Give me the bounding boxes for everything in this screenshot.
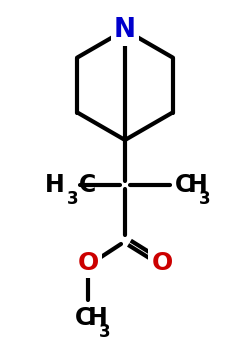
Text: C: C	[175, 173, 192, 197]
Text: H: H	[188, 173, 208, 197]
Text: 3: 3	[67, 190, 78, 208]
Text: O: O	[152, 251, 172, 275]
Text: 3: 3	[99, 323, 110, 341]
Text: N: N	[114, 17, 136, 43]
Text: H: H	[88, 306, 108, 330]
Text: O: O	[78, 251, 98, 275]
Text: C: C	[75, 306, 92, 330]
Text: H: H	[45, 173, 65, 197]
Text: 3: 3	[199, 190, 210, 208]
Text: C: C	[79, 173, 96, 197]
